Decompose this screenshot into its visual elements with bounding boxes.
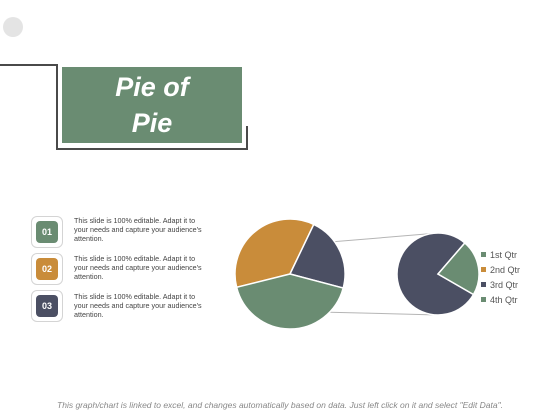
main-pie-slice-1: [234, 218, 315, 289]
slide-title-line-2: Pie: [131, 108, 173, 138]
connector-line-2: [329, 311, 439, 316]
numbered-item-3: 03: [31, 290, 63, 322]
number-badge-3: 03: [36, 295, 58, 317]
legend-swatch-3: [481, 282, 486, 287]
main-pie-slice-2: [288, 223, 346, 289]
legend-swatch-2: [481, 267, 486, 272]
legend-label-2: 2nd Qtr: [490, 264, 521, 275]
legend-label-3: 3rd Qtr: [490, 279, 519, 290]
main-pie-slice-3: [235, 273, 345, 330]
title-frame-left: [56, 64, 58, 150]
title-frame-right: [246, 126, 248, 150]
decorative-circle: [3, 17, 23, 37]
item-description-3: This slide is 100% editable. Adapt it to…: [74, 292, 202, 319]
legend-label-1: 1st Qtr: [490, 249, 518, 260]
legend-item-4: 4th Qtr: [481, 292, 520, 307]
footer-note: This graph/chart is linked to excel, and…: [57, 400, 503, 410]
secondary-pie-slice-1: [396, 232, 475, 316]
title-connector-line: [0, 64, 56, 66]
item-description-1: This slide is 100% editable. Adapt it to…: [74, 216, 202, 243]
number-badge-2: 02: [36, 258, 58, 280]
chart-legend: 1st Qtr 2nd Qtr 3rd Qtr 4th Qtr: [481, 247, 520, 307]
slide-title: Pie of Pie: [62, 67, 242, 143]
numbered-item-1: 01: [31, 216, 63, 248]
secondary-pie-slice-2: [436, 241, 480, 296]
slide-title-line-1: Pie of: [115, 72, 189, 102]
numbered-item-2: 02: [31, 253, 63, 285]
legend-item-3: 3rd Qtr: [481, 277, 520, 292]
number-badge-1: 01: [36, 221, 58, 243]
legend-swatch-1: [481, 252, 486, 257]
title-frame-bottom: [56, 148, 248, 150]
legend-label-4: 4th Qtr: [490, 294, 518, 305]
connector-line-1: [334, 232, 439, 243]
legend-item-1: 1st Qtr: [481, 247, 520, 262]
item-description-2: This slide is 100% editable. Adapt it to…: [74, 254, 202, 281]
legend-item-2: 2nd Qtr: [481, 262, 520, 277]
legend-swatch-4: [481, 297, 486, 302]
